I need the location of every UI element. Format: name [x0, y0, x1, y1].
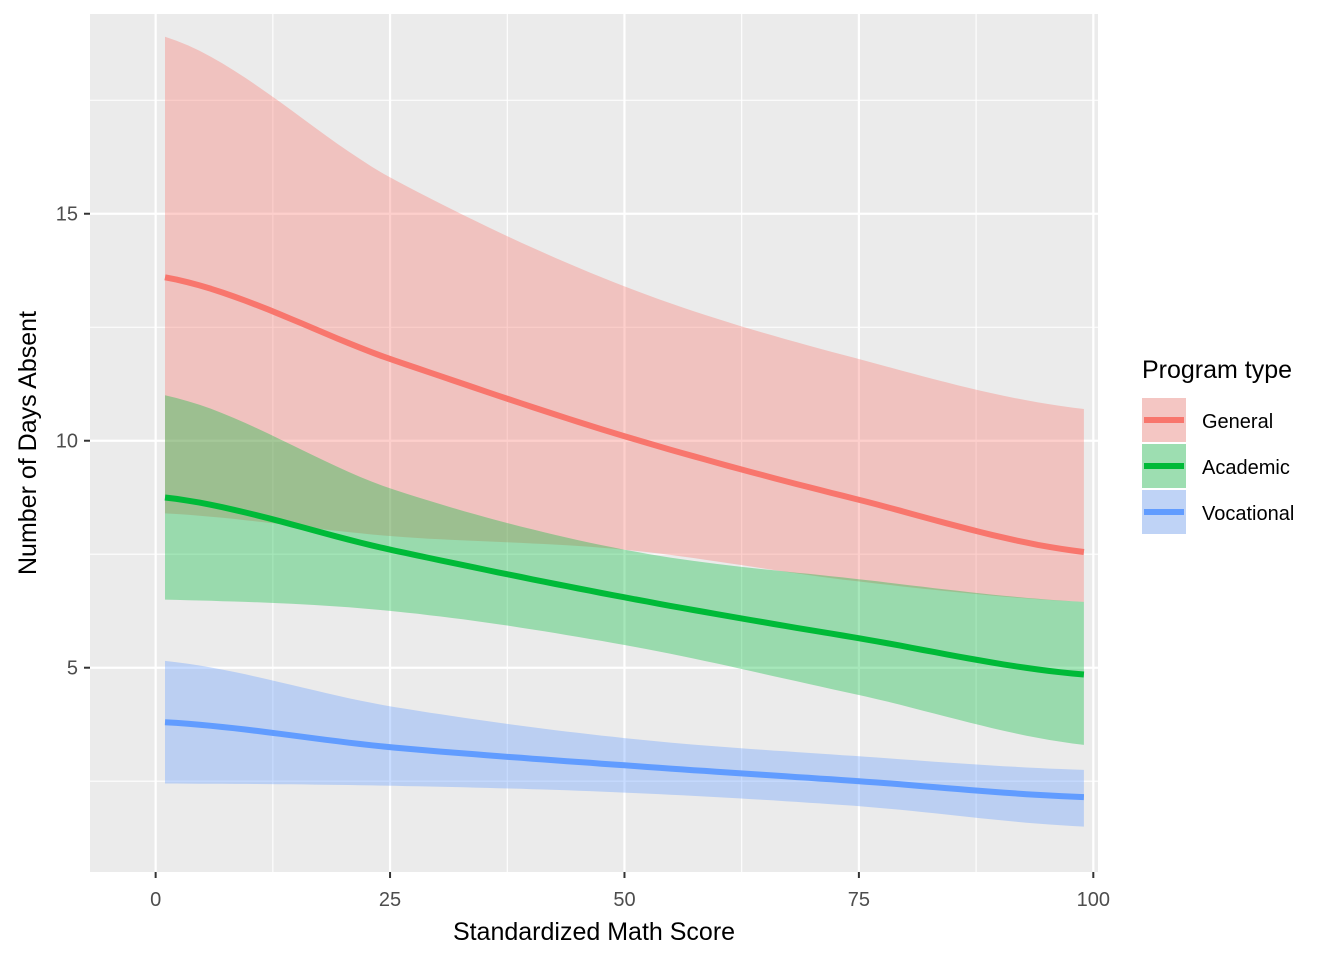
y-tick-label: 10	[56, 431, 78, 453]
band-vocational	[165, 660, 1084, 827]
y-axis-title: Number of Days Absent	[14, 311, 42, 575]
confidence-bands	[165, 36, 1084, 827]
x-tick-label: 50	[613, 889, 635, 911]
legend-label-academic: Academic	[1202, 457, 1290, 479]
band-general	[165, 36, 1084, 602]
legend-title: Program type	[1142, 356, 1292, 384]
y-tick-label: 15	[56, 204, 78, 226]
grid-major	[90, 14, 1098, 872]
x-tick-label: 25	[379, 889, 401, 911]
line-vocational	[164, 719, 1085, 801]
line-general	[164, 274, 1085, 555]
fitted-lines	[164, 274, 1085, 801]
x-axis-title: Standardized Math Score	[453, 918, 735, 946]
x-tick-label: 75	[848, 889, 870, 911]
x-tick-label: 100	[1077, 889, 1110, 911]
x-tick-label: 0	[150, 889, 161, 911]
grid-minor	[90, 14, 1098, 872]
band-academic	[165, 395, 1084, 745]
x-axis: 0 25 50 75 100	[150, 872, 1110, 911]
legend-label-vocational: Vocational	[1202, 503, 1294, 525]
y-tick-label: 5	[67, 658, 78, 680]
line-academic	[164, 494, 1085, 678]
legend: Program type General Academic Vocational	[1142, 356, 1294, 534]
legend-label-general: General	[1202, 411, 1273, 433]
y-axis: 5 10 15	[56, 204, 90, 680]
